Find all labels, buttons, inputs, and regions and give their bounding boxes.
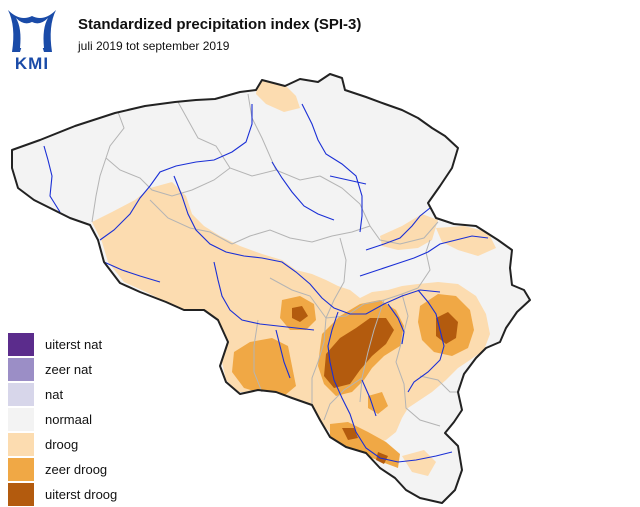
legend-swatch (8, 458, 34, 481)
legend-label: uiterst nat (45, 337, 103, 352)
kmi-logo: KMI (6, 8, 58, 74)
country-border (11, 73, 531, 504)
legend-swatch (8, 333, 34, 356)
kmi-logo-icon (8, 10, 56, 52)
province-borders (91, 93, 458, 427)
legend-label: zeer nat (45, 362, 92, 377)
legend-swatch (8, 433, 34, 456)
legend-label: droog (45, 437, 79, 452)
map-subtitle: juli 2019 tot september 2019 (78, 39, 230, 53)
legend-swatch (8, 358, 34, 381)
legend-swatch (8, 483, 34, 506)
map-title: Standardized precipitation index (SPI-3) (78, 16, 362, 33)
legend-label: zeer droog (45, 462, 108, 477)
legend-label: uiterst droog (45, 487, 118, 502)
legend-swatch (8, 383, 34, 406)
kmi-logo-text: KMI (14, 54, 50, 73)
rivers (43, 103, 489, 463)
legend-label: normaal (45, 412, 92, 427)
legend-label: nat (45, 387, 64, 402)
legend-swatch (8, 408, 34, 431)
